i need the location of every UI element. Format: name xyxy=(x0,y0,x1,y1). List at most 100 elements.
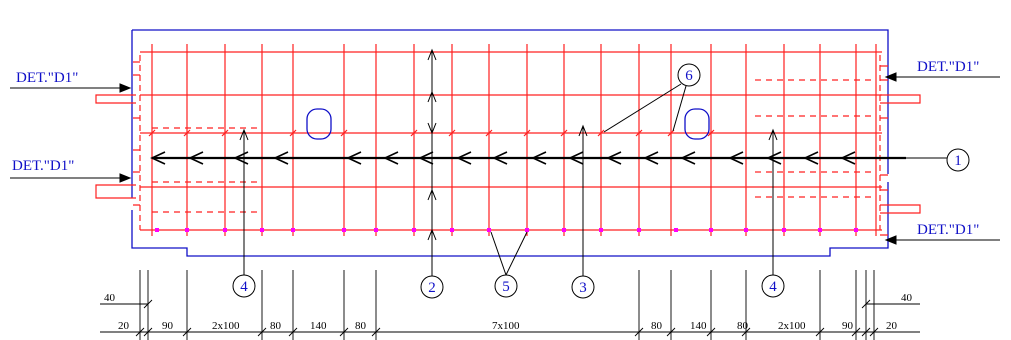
arrow-head-0 xyxy=(150,151,166,165)
leader-3-head xyxy=(578,124,588,137)
dim-bottom-2: 2x100 xyxy=(212,320,240,332)
arrow-head-1 xyxy=(188,151,204,165)
dim-tick-0 xyxy=(135,327,145,337)
callout-4-right: 4 xyxy=(761,274,785,298)
dim-bottom-3: 80 xyxy=(270,320,282,332)
dim-tick-4 xyxy=(288,327,298,337)
dim-bottom-10: 2x100 xyxy=(778,320,806,332)
dim-tick-12 xyxy=(851,327,861,337)
callout-3-text: 3 xyxy=(579,280,587,296)
beam-outline xyxy=(131,29,889,257)
arrow-head-8 xyxy=(492,151,508,165)
dim-top-right: 40 xyxy=(901,292,913,304)
arrow-head-15 xyxy=(766,151,782,165)
detail-arrow-mid-left-head xyxy=(119,173,132,183)
dim-tick-8 xyxy=(666,327,676,337)
callout-5: 5 xyxy=(494,274,518,298)
arrow-head-3 xyxy=(273,151,289,165)
leader-4-right-head xyxy=(768,128,778,141)
detail-arrows xyxy=(10,72,1000,245)
bottom-marker-2 xyxy=(223,228,227,232)
dimension-labels: 40 40 20 90 2x100 80 140 80 7x100 80 140… xyxy=(104,292,913,332)
dim-tick-14 xyxy=(869,327,879,337)
callouts: 1 2 3 4 4 5 6 xyxy=(232,63,970,299)
callout-2: 2 xyxy=(420,275,444,299)
leader-2-head-1 xyxy=(427,90,437,103)
rebar-tick-4 xyxy=(340,129,348,137)
callout-4-left-text: 4 xyxy=(240,279,248,295)
bottom-bar-markers xyxy=(155,228,858,232)
arrow-head-12 xyxy=(643,151,659,165)
dim-tick-1 xyxy=(143,327,153,337)
end-details xyxy=(95,55,921,236)
rebar-tick-8 xyxy=(523,129,531,137)
leader-4-left-head xyxy=(239,128,249,141)
arrow-head-6 xyxy=(418,151,434,165)
dim-bottom-4: 140 xyxy=(310,320,327,332)
dim-bottom-7: 80 xyxy=(651,320,663,332)
dim-bottom-5: 80 xyxy=(355,320,367,332)
rebar-tick-7 xyxy=(485,129,493,137)
callout-3: 3 xyxy=(571,275,595,299)
detail-labels: DET."D1" DET."D1" DET."D1" DET."D1" xyxy=(12,59,979,238)
arrow-head-5 xyxy=(383,151,399,165)
leader-2-head-0 xyxy=(427,48,437,61)
detail-label-mid-left: DET."D1" xyxy=(12,158,74,174)
rebar-tick-13 xyxy=(707,129,715,137)
rebar-tick-1 xyxy=(183,129,191,137)
callout-4-right-text: 4 xyxy=(769,279,777,295)
dim-tick-top-right xyxy=(861,299,871,309)
detail-arrow-top-right-head xyxy=(884,72,897,82)
bottom-marker-14 xyxy=(674,228,678,232)
arrow-head-14 xyxy=(728,151,744,165)
callout-6-text: 6 xyxy=(685,68,693,84)
arrow-head-17 xyxy=(840,151,856,165)
callout-1: 1 xyxy=(946,148,970,172)
dim-bottom-12: 20 xyxy=(886,320,898,332)
arrow-head-16 xyxy=(803,151,819,165)
bottom-marker-3 xyxy=(260,228,264,232)
dim-tick-10 xyxy=(741,327,751,337)
rebar-tick-9 xyxy=(560,129,568,137)
bottom-marker-0 xyxy=(155,228,159,232)
bottom-marker-11 xyxy=(562,228,566,232)
right-end-loop-1 xyxy=(880,204,921,214)
rebar-tick-5 xyxy=(410,129,418,137)
bottom-marker-16 xyxy=(744,228,748,232)
dim-bottom-8: 140 xyxy=(690,320,707,332)
detail-arrow-bottom-right-head xyxy=(884,235,897,245)
dimension-lines xyxy=(100,270,920,340)
arrow-head-9 xyxy=(531,151,547,165)
leader-6-a xyxy=(603,83,682,133)
bottom-marker-15 xyxy=(709,228,713,232)
callout-2-text: 2 xyxy=(428,280,436,296)
left-end-loop-1 xyxy=(95,184,136,199)
left-end-loop-0 xyxy=(95,94,136,104)
arrow-head-4 xyxy=(346,151,362,165)
dim-tick-6 xyxy=(371,327,381,337)
bottom-marker-1 xyxy=(185,228,189,232)
rebar-tick-2 xyxy=(221,129,229,137)
arrow-head-11 xyxy=(606,151,622,165)
bottom-marker-4 xyxy=(291,228,295,232)
callout-5-text: 5 xyxy=(502,279,510,295)
bottom-marker-13 xyxy=(637,228,641,232)
bottom-marker-19 xyxy=(854,228,858,232)
leader-5-b xyxy=(505,231,528,276)
leader-lines xyxy=(239,48,947,276)
rebar-tick-11 xyxy=(635,129,643,137)
right-end-ticks xyxy=(880,65,888,236)
arrow-row xyxy=(150,151,906,165)
dim-tick-2 xyxy=(182,327,192,337)
concrete-outline xyxy=(131,29,889,257)
right-end-loop-0 xyxy=(880,94,921,104)
callout-6: 6 xyxy=(677,63,701,87)
leader-2-head-4 xyxy=(427,228,437,241)
dim-tick-3 xyxy=(257,327,267,337)
callout-4-left: 4 xyxy=(232,274,256,298)
bottom-marker-18 xyxy=(818,228,822,232)
bottom-marker-7 xyxy=(412,228,416,232)
arrow-head-10 xyxy=(568,151,584,165)
bottom-marker-6 xyxy=(374,228,378,232)
